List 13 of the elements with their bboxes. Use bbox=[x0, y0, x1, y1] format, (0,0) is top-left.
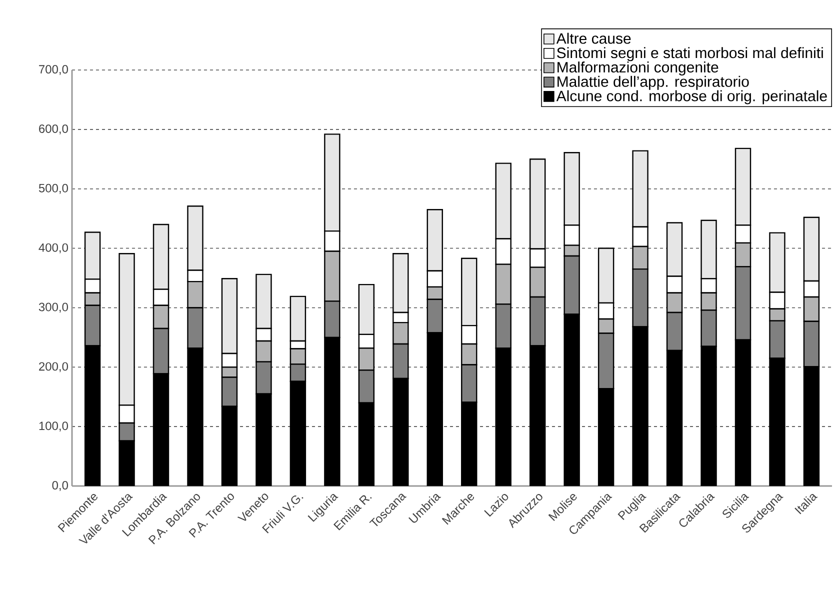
y-tick-label: 700,0 bbox=[39, 65, 68, 75]
legend-label: Altre cause bbox=[556, 32, 631, 44]
y-tick-label: 500,0 bbox=[38, 184, 68, 194]
y-tick-label: 600,0 bbox=[39, 124, 68, 134]
legend-label: Malformazioni congenite bbox=[558, 62, 718, 76]
legend-label: Malattie dell’app. respiratorio bbox=[558, 76, 749, 90]
legend-label: Sintomi segni e stati morbosi mal definiti bbox=[557, 47, 823, 62]
y-tick-label: 200,0 bbox=[39, 362, 68, 372]
y-tick-label: 400,0 bbox=[38, 243, 68, 254]
legend-label: Alcune cond. morbose di orig. perinatale bbox=[556, 90, 827, 104]
y-tick-label: 300,0 bbox=[38, 302, 68, 313]
y-tick-label: 100,0 bbox=[39, 422, 68, 432]
y-tick-label: 0,0 bbox=[52, 481, 68, 491]
